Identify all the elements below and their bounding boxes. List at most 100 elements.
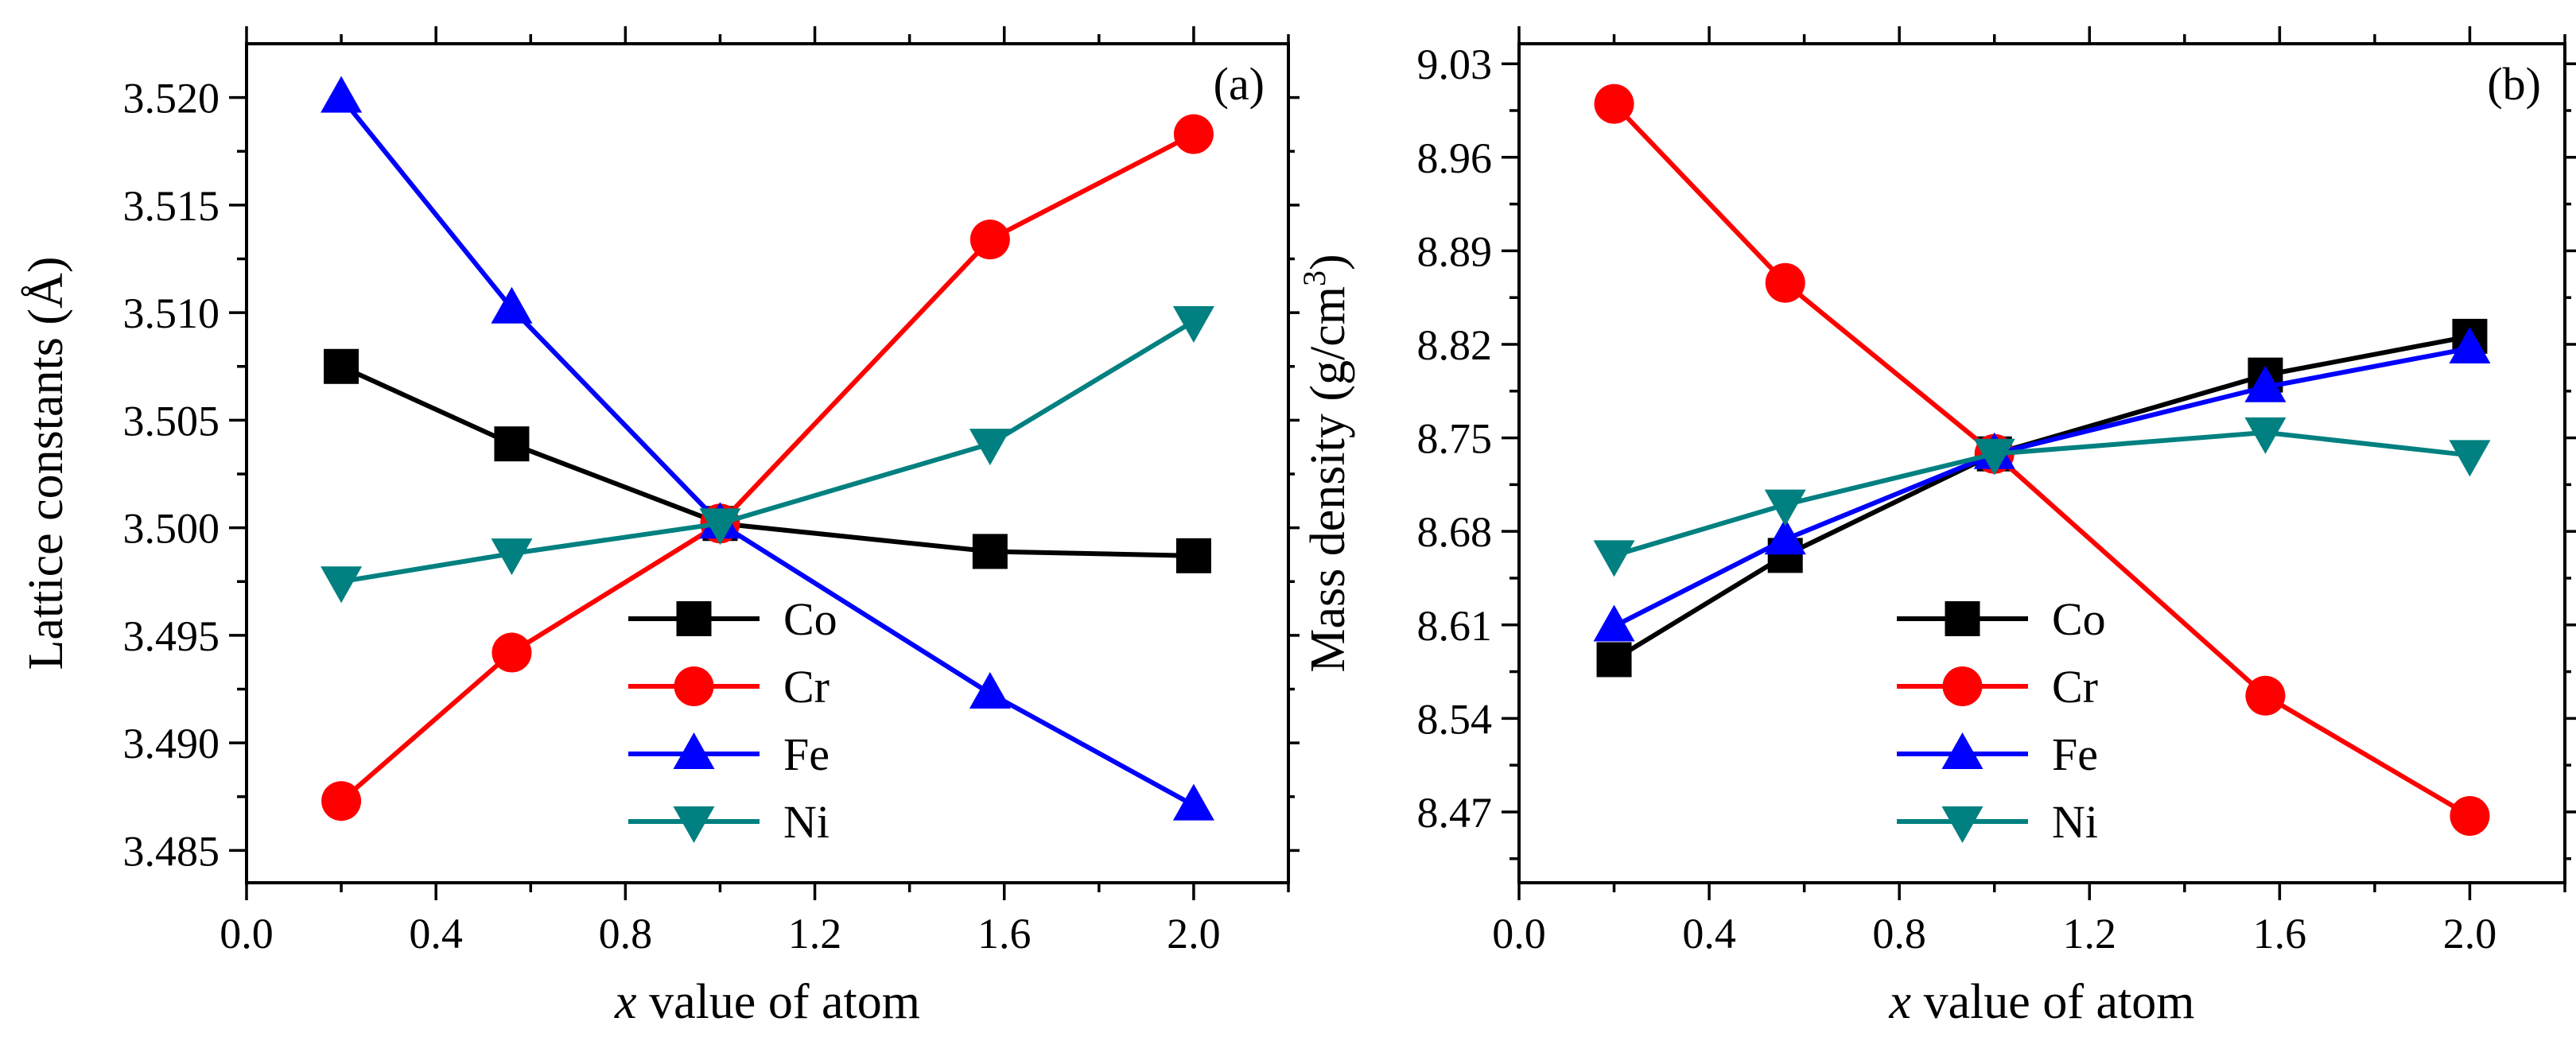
panel-a-series-cr-point	[1173, 114, 1214, 154]
panel-b-series-fe-point	[2244, 365, 2287, 402]
panel-a-xtick-label: 0.0	[220, 910, 274, 957]
panel-a-y-axis-text: Lattice constants (Å)	[19, 257, 73, 670]
panel-b-series-cr-point	[2245, 675, 2286, 716]
panel-a-ytick-label: 3.485	[123, 827, 220, 875]
panel-b-ytick-label: 8.75	[1417, 415, 1493, 463]
panel-b-series-fe-line	[1613, 346, 2471, 629]
panel-b-series-cr	[1594, 84, 2490, 837]
panel-a-series-ni-point	[969, 429, 1011, 466]
panel-a-series-co-point	[972, 534, 1008, 569]
panel-a-ytick-label: 3.515	[123, 182, 220, 230]
panel-b-xtick-label: 1.2	[2063, 910, 2117, 957]
panel-b-series-ni-point	[2449, 440, 2491, 477]
panel-a-legend-item-fe: Fe	[628, 728, 830, 780]
panel-b-series-fe-point	[2449, 327, 2491, 364]
panel-b-series-cr-point	[1594, 84, 1634, 124]
panel-b-legend-item-fe: Fe	[1897, 728, 2098, 780]
panel-b-series-ni-point	[2244, 417, 2287, 454]
panel-a-series-fe	[321, 76, 1214, 821]
panel-b-series-fe	[1593, 327, 2491, 642]
panel-a-x-axis-title: x value of atom	[614, 975, 920, 1029]
panel-a-legend-marker-co	[676, 601, 712, 636]
panel-a-series-fe-point	[491, 286, 533, 324]
panel-a-legend-label-co: Co	[783, 593, 837, 645]
panel-b-series-cr-point	[1765, 262, 1805, 303]
panel-a-series-cr-point	[491, 632, 532, 673]
panel-b-legend-item-cr: Cr	[1897, 661, 2098, 713]
panel-a-series-co-line	[340, 364, 1194, 558]
panel-a-y-axis-title: Lattice constants (Å)	[19, 257, 73, 670]
panel-b-y-axis-title: Mass density (g/cm3)	[1296, 254, 1355, 672]
panel-a-ytick-label: 3.490	[123, 720, 220, 767]
panel-b-ytick-label: 8.54	[1417, 695, 1493, 743]
panel-b-legend-item-co: Co	[1897, 593, 2106, 645]
panel-a-series-cr-point	[969, 219, 1010, 260]
panel-a-series-ni-line	[340, 319, 1195, 585]
panel-a-xtick-label: 0.8	[599, 910, 653, 957]
panel-b-legend-label-cr: Cr	[2052, 661, 2098, 713]
panel-a-frame	[245, 42, 1290, 884]
panel-a-xtick-label: 2.0	[1167, 910, 1221, 957]
panel-a-series-ni-point	[321, 566, 363, 604]
panel-b-frame	[1517, 42, 2566, 884]
panel-a-ytick-label: 3.520	[123, 75, 220, 122]
panel-b-y-axis-text: Mass density (g/cm	[1301, 286, 1355, 673]
panel-a-series-fe-point	[1172, 783, 1214, 821]
panel-b-legend-label-ni: Ni	[2052, 796, 2098, 848]
panel-a-ytick-label: 3.500	[123, 505, 220, 553]
panel-a-series-fe-point	[969, 671, 1011, 709]
panel-a-xtick-label: 0.4	[409, 910, 463, 957]
panel-a-ytick-label: 3.505	[123, 397, 220, 445]
panel-a-series-ni-point	[491, 538, 533, 576]
panel-b-legend: Co Cr Fe Ni	[1897, 593, 2106, 848]
panel-b-y-axis-superscript: 3	[1296, 270, 1332, 286]
panel-b-ytick-label: 8.68	[1417, 508, 1493, 556]
panel-b-series-fe-point	[1764, 518, 1806, 555]
panel-b-xtick-label: 0.8	[1872, 910, 1926, 957]
panel-b-series-cr-line	[1612, 102, 2471, 818]
panel-b-xtick-label: 0.0	[1492, 910, 1546, 957]
panel-a-series-cr-line	[340, 131, 1195, 803]
panel-b-ytick-label: 8.96	[1417, 134, 1493, 182]
panel-a-legend-label-cr: Cr	[783, 661, 830, 713]
panel-a-legend-marker-ni	[673, 806, 715, 843]
panel-a-x-axis-variable: x	[614, 975, 637, 1029]
panel-b-legend-marker-fe	[1941, 732, 1983, 769]
panel-b-series-ni	[1593, 417, 2491, 577]
panel-b-xtick-label: 1.6	[2253, 910, 2307, 957]
panel-a-series-co-point	[324, 348, 359, 384]
panel-a-legend-marker-fe	[673, 732, 715, 769]
panel-b-label: (b)	[2487, 58, 2541, 110]
panel-b-xtick-label: 2.0	[2443, 910, 2497, 957]
panel-b-series-cr-point	[2450, 796, 2490, 837]
panel-a-legend-label-ni: Ni	[783, 796, 830, 848]
panel-a-series-co	[324, 348, 1211, 573]
panel-b-legend-marker-ni	[1941, 806, 1983, 843]
panel-a-legend-item-co: Co	[628, 593, 837, 645]
panel-b-series-co-point	[1596, 642, 1632, 678]
panel-b-mass-density: 0.0 0.4 0.8 1.2 1.6 2.0 8.47 8.54 8.61 8.68 8.75 8.…	[1296, 26, 2576, 1029]
panel-a-series-fe-point	[321, 76, 363, 113]
panel-a-lattice-constants: 0.0 0.4 0.8 1.2 1.6 2.0 3.485 3.490 3.495 3.500 3.…	[19, 26, 1300, 1029]
panel-a-xtick-label: 1.6	[977, 910, 1032, 957]
panel-a-legend-item-ni: Ni	[628, 796, 830, 848]
panel-b-ytick-label: 8.82	[1417, 321, 1493, 369]
panel-a-legend-marker-cr	[674, 666, 714, 706]
panel-a-label: (a)	[1214, 58, 1265, 110]
panel-b-legend-marker-co	[1945, 601, 1980, 636]
panel-b-ytick-label: 9.03	[1417, 41, 1493, 88]
panel-b-ytick-label: 8.89	[1417, 227, 1493, 275]
panel-b-series-ni-point	[1764, 489, 1806, 526]
panel-b-legend-label-fe: Fe	[2052, 728, 2098, 780]
panel-b-xtick-label: 0.4	[1682, 910, 1736, 957]
panel-a-legend: Co Cr Fe Ni	[628, 593, 837, 848]
panel-a-series-cr-point	[321, 781, 362, 822]
panel-b-legend-marker-cr	[1942, 666, 1983, 706]
panel-a-legend-label-fe: Fe	[783, 728, 830, 780]
panel-a-legend-item-cr: Cr	[628, 661, 830, 713]
panel-b-series-ni-point	[1973, 438, 2015, 476]
panel-b-x-axis-variable: x	[1889, 975, 1912, 1029]
panel-b-legend-item-ni: Ni	[1897, 796, 2098, 848]
panel-a-series-cr	[321, 114, 1214, 822]
